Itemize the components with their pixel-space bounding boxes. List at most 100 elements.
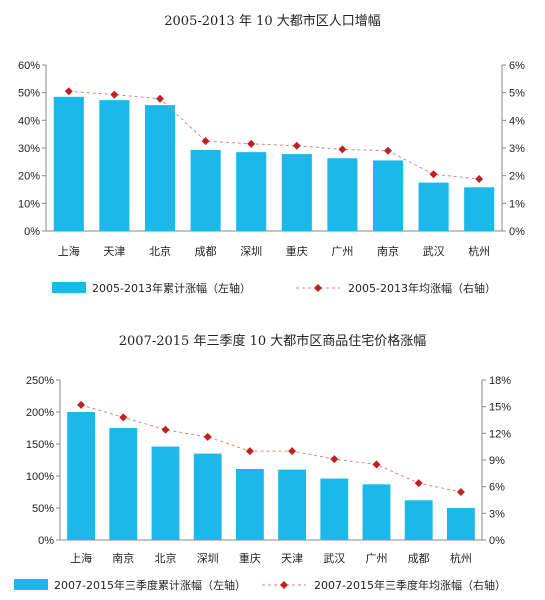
right-tick-label: 0% [509, 226, 525, 238]
category-label: 上海 [58, 244, 80, 258]
category-label: 深圳 [197, 552, 219, 565]
left-tick-label: 40% [18, 115, 40, 127]
line-point [156, 94, 164, 103]
line-point [330, 455, 339, 464]
line-point [288, 447, 297, 456]
left-tick-label: 50% [18, 88, 40, 100]
line-point [292, 141, 301, 150]
legend-bar-label: 2007-2015年三季度累计涨幅（左轴） [54, 578, 246, 592]
population-growth-chart: 2005-2013 年 10 大都市区人口增幅 0% 10% 20% 30% 40% 50… [18, 14, 525, 295]
bar [372, 160, 404, 231]
right-tick-label: 2% [509, 171, 525, 183]
category-label: 南京 [377, 244, 399, 258]
bar [67, 412, 96, 540]
line-point [203, 432, 212, 441]
average-line [68, 90, 480, 180]
chart-title: 2005-2013 年 10 大都市区人口增幅 [164, 14, 381, 29]
category-label: 杭州 [468, 244, 490, 258]
category-label: 成都 [408, 552, 430, 565]
bar [99, 100, 130, 232]
line-point [372, 460, 381, 469]
bar [236, 152, 267, 231]
category-label: 杭州 [450, 551, 472, 565]
right-tick-label: 6% [489, 482, 505, 494]
category-label: 北京 [155, 551, 177, 565]
housing-price-chart: 2007-2015 年三季度 10 大都市区商品住宅价格涨幅 0% 50% 100%… [0, 318, 545, 600]
right-tick-label: 0% [489, 535, 505, 547]
bar [144, 105, 176, 231]
legend-line-label: 2005-2013年均涨幅（右轴） [348, 281, 496, 295]
bar [281, 154, 312, 231]
bar [190, 149, 221, 231]
left-tick-label: 0% [38, 535, 54, 547]
bar [404, 500, 433, 540]
legend-bar-label: 2005-2013年累计涨幅（左轴） [92, 281, 251, 295]
left-tick-label: 200% [26, 407, 54, 419]
left-tick-label: 250% [26, 375, 54, 387]
category-label: 成都 [195, 245, 217, 258]
bar [151, 446, 180, 540]
left-tick-label: 60% [18, 60, 40, 72]
bar [418, 182, 449, 231]
bar [464, 187, 495, 231]
category-label: 深圳 [240, 245, 262, 258]
housing-price-plot: 0% 50% 100% 150% 200% 250% 0% 3% 6% 9% 12% 15% 18% 上海… [14, 375, 511, 592]
category-label: 天津 [281, 552, 303, 565]
right-tick-label: 12% [489, 428, 511, 440]
line-point [384, 146, 392, 155]
line-point [110, 90, 119, 99]
bar [53, 96, 84, 231]
bar [446, 508, 475, 540]
left-tick-label: 100% [26, 471, 54, 483]
bar [362, 484, 391, 540]
right-tick-label: 4% [509, 115, 525, 127]
line-point [161, 425, 170, 434]
line-point [338, 145, 347, 154]
right-tick-label: 9% [489, 455, 505, 467]
legend-bar-swatch [14, 579, 48, 590]
line-point [475, 174, 484, 183]
population-growth-plot: 0% 10% 20% 30% 40% 50% 60% 0% 1% 2% 3% 4% 5% 6% 上海 天津 北京… [18, 60, 525, 295]
line-point [64, 87, 73, 96]
bar [193, 453, 222, 540]
line-point [414, 479, 423, 488]
average-line [80, 404, 462, 493]
right-tick-label: 15% [489, 402, 511, 414]
left-tick-label: 10% [18, 198, 40, 210]
bar [320, 478, 349, 540]
bar [278, 469, 307, 540]
category-label: 武汉 [323, 552, 345, 565]
legend-line-label: 2007-2015年三季度年均涨幅（右轴） [314, 578, 506, 592]
line-point [456, 488, 465, 496]
category-label: 广州 [366, 552, 388, 565]
category-label: 南京 [112, 551, 134, 565]
line-point [201, 137, 210, 146]
category-label: 广州 [331, 245, 353, 258]
category-label: 重庆 [239, 551, 261, 565]
left-tick-label: 30% [18, 143, 40, 155]
left-tick-label: 150% [26, 439, 54, 451]
right-tick-label: 3% [509, 143, 525, 155]
category-label: 上海 [70, 551, 92, 565]
bar [327, 158, 358, 231]
right-tick-label: 18% [489, 375, 511, 387]
legend-line-marker [280, 581, 288, 589]
left-tick-label: 20% [18, 171, 40, 183]
left-tick-label: 0% [24, 226, 40, 238]
chart-title: 2007-2015 年三季度 10 大都市区商品住宅价格涨幅 [118, 334, 427, 349]
line-point [77, 400, 86, 409]
line-point [247, 139, 256, 148]
left-tick-label: 50% [32, 503, 54, 515]
category-label: 重庆 [286, 244, 308, 258]
line-point [119, 413, 128, 422]
right-tick-label: 1% [509, 198, 525, 210]
right-tick-label: 6% [509, 60, 525, 72]
legend-line-marker [314, 284, 322, 292]
right-tick-label: 5% [509, 88, 525, 100]
category-label: 北京 [149, 244, 171, 258]
bar [109, 428, 138, 540]
line-point [245, 447, 254, 456]
bar [235, 468, 264, 540]
line-point [429, 170, 438, 179]
category-label: 武汉 [423, 245, 445, 258]
